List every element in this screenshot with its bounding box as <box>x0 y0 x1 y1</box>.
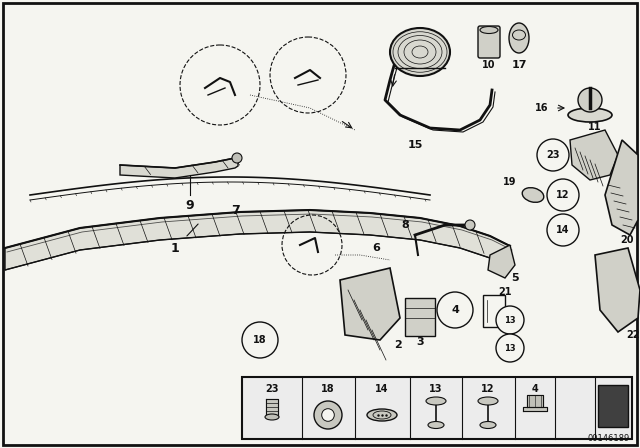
Text: 00146189: 00146189 <box>588 434 630 443</box>
Text: 7: 7 <box>230 203 239 216</box>
Circle shape <box>537 139 569 171</box>
Circle shape <box>547 179 579 211</box>
Text: 20: 20 <box>620 235 634 245</box>
Ellipse shape <box>480 422 496 428</box>
Text: 22: 22 <box>627 330 640 340</box>
Polygon shape <box>266 399 278 417</box>
Text: 9: 9 <box>186 198 195 211</box>
Text: 21: 21 <box>499 287 512 297</box>
Circle shape <box>437 292 473 328</box>
Ellipse shape <box>426 397 446 405</box>
Ellipse shape <box>478 397 498 405</box>
Text: 14: 14 <box>556 225 570 235</box>
Polygon shape <box>595 248 640 332</box>
Polygon shape <box>5 210 510 270</box>
Text: 17: 17 <box>511 60 527 70</box>
Bar <box>598 385 628 427</box>
Circle shape <box>322 409 334 421</box>
FancyBboxPatch shape <box>478 26 500 58</box>
Polygon shape <box>488 245 515 278</box>
Text: 8: 8 <box>401 220 409 230</box>
Text: 23: 23 <box>547 150 560 160</box>
Circle shape <box>232 153 242 163</box>
Text: 14: 14 <box>375 384 388 394</box>
Text: 10: 10 <box>483 60 496 70</box>
FancyBboxPatch shape <box>483 295 505 327</box>
Ellipse shape <box>480 26 498 34</box>
Polygon shape <box>120 156 238 178</box>
Ellipse shape <box>390 28 450 76</box>
Circle shape <box>496 334 524 362</box>
Polygon shape <box>340 268 400 340</box>
Ellipse shape <box>265 414 279 420</box>
Ellipse shape <box>367 409 397 421</box>
Text: 1: 1 <box>171 241 179 254</box>
Text: 13: 13 <box>429 384 443 394</box>
Text: 23: 23 <box>265 384 279 394</box>
Polygon shape <box>605 140 638 235</box>
Ellipse shape <box>568 108 612 122</box>
Text: 16: 16 <box>534 103 548 113</box>
Text: 3: 3 <box>416 337 424 347</box>
Text: 18: 18 <box>321 384 335 394</box>
Text: 6: 6 <box>372 243 380 253</box>
Circle shape <box>465 220 475 230</box>
Text: 2: 2 <box>394 340 402 350</box>
Circle shape <box>496 306 524 334</box>
Ellipse shape <box>509 23 529 53</box>
Ellipse shape <box>428 422 444 428</box>
Text: 15: 15 <box>407 140 422 150</box>
Text: 12: 12 <box>481 384 495 394</box>
Circle shape <box>242 322 278 358</box>
Text: 5: 5 <box>511 273 519 283</box>
Bar <box>242 377 632 439</box>
Text: 4: 4 <box>451 305 459 315</box>
Circle shape <box>578 88 602 112</box>
Text: 13: 13 <box>504 315 516 324</box>
Text: 19: 19 <box>503 177 516 187</box>
Text: 12: 12 <box>556 190 570 200</box>
Ellipse shape <box>522 188 544 202</box>
Polygon shape <box>523 407 547 411</box>
Text: 13: 13 <box>504 344 516 353</box>
Polygon shape <box>527 395 543 407</box>
Text: 11: 11 <box>588 122 602 132</box>
Polygon shape <box>570 130 618 180</box>
FancyBboxPatch shape <box>405 298 435 336</box>
Text: 18: 18 <box>253 335 267 345</box>
Circle shape <box>314 401 342 429</box>
Text: 4: 4 <box>532 384 538 394</box>
Circle shape <box>547 214 579 246</box>
